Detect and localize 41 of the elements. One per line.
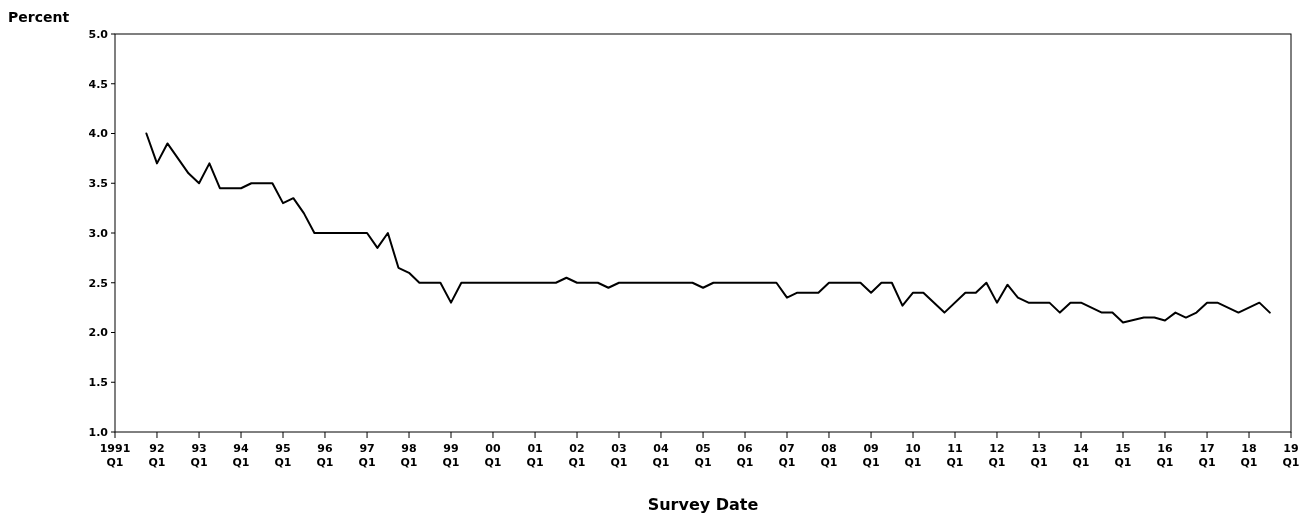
y-tick-label: 1.0 bbox=[88, 425, 109, 439]
y-tick-label: 2.5 bbox=[88, 276, 108, 290]
x-tick-label: 16 Q1 bbox=[1156, 442, 1174, 469]
y-tick-label: 4.0 bbox=[88, 127, 109, 141]
x-tick-label: 02 Q1 bbox=[568, 442, 586, 469]
x-tick-label: 15 Q1 bbox=[1114, 442, 1132, 469]
x-tick-label: 08 Q1 bbox=[820, 442, 838, 469]
x-tick-label: 05 Q1 bbox=[694, 442, 712, 469]
y-tick-label: 2.0 bbox=[88, 326, 109, 340]
x-tick-label: 07 Q1 bbox=[778, 442, 796, 469]
x-tick-label: 17 Q1 bbox=[1198, 442, 1216, 469]
x-tick-label: 94 Q1 bbox=[232, 442, 250, 469]
x-tick-label: 14 Q1 bbox=[1072, 442, 1090, 469]
x-axis-title: Survey Date bbox=[647, 495, 759, 514]
x-tick-label: 97 Q1 bbox=[358, 442, 376, 469]
x-tick-label: 04 Q1 bbox=[652, 442, 670, 469]
x-tick-label: 92 Q1 bbox=[148, 442, 166, 469]
x-tick-label: 01 Q1 bbox=[526, 442, 544, 469]
x-tick-label: 98 Q1 bbox=[400, 442, 418, 469]
x-tick-label: 95 Q1 bbox=[274, 442, 292, 469]
y-tick-label: 3.5 bbox=[88, 177, 108, 191]
x-tick-label: 09 Q1 bbox=[862, 442, 880, 469]
x-tick-label: 12 Q1 bbox=[988, 442, 1006, 469]
x-tick-label: 96 Q1 bbox=[316, 442, 334, 469]
x-tick-label: 1991 Q1 bbox=[99, 442, 131, 469]
y-tick-label: 5.0 bbox=[88, 27, 109, 41]
y-tick-label: 1.5 bbox=[88, 376, 108, 390]
y-axis-title: Percent bbox=[8, 9, 70, 25]
y-tick-label: 3.0 bbox=[88, 226, 109, 240]
x-tick-label: 03 Q1 bbox=[610, 442, 628, 469]
x-tick-label: 06 Q1 bbox=[736, 442, 754, 469]
x-tick-label: 99 Q1 bbox=[442, 442, 460, 469]
x-tick-label: 19 Q1 bbox=[1282, 442, 1300, 469]
x-tick-label: 18 Q1 bbox=[1240, 442, 1258, 469]
y-tick-label: 4.5 bbox=[88, 77, 108, 91]
x-tick-label: 10 Q1 bbox=[904, 442, 922, 469]
x-tick-label: 11 Q1 bbox=[946, 442, 964, 469]
line-series bbox=[145, 132, 1271, 324]
x-tick-label: 00 Q1 bbox=[484, 442, 502, 469]
x-tick-label: 13 Q1 bbox=[1030, 442, 1048, 469]
x-tick-label: 93 Q1 bbox=[190, 442, 208, 469]
